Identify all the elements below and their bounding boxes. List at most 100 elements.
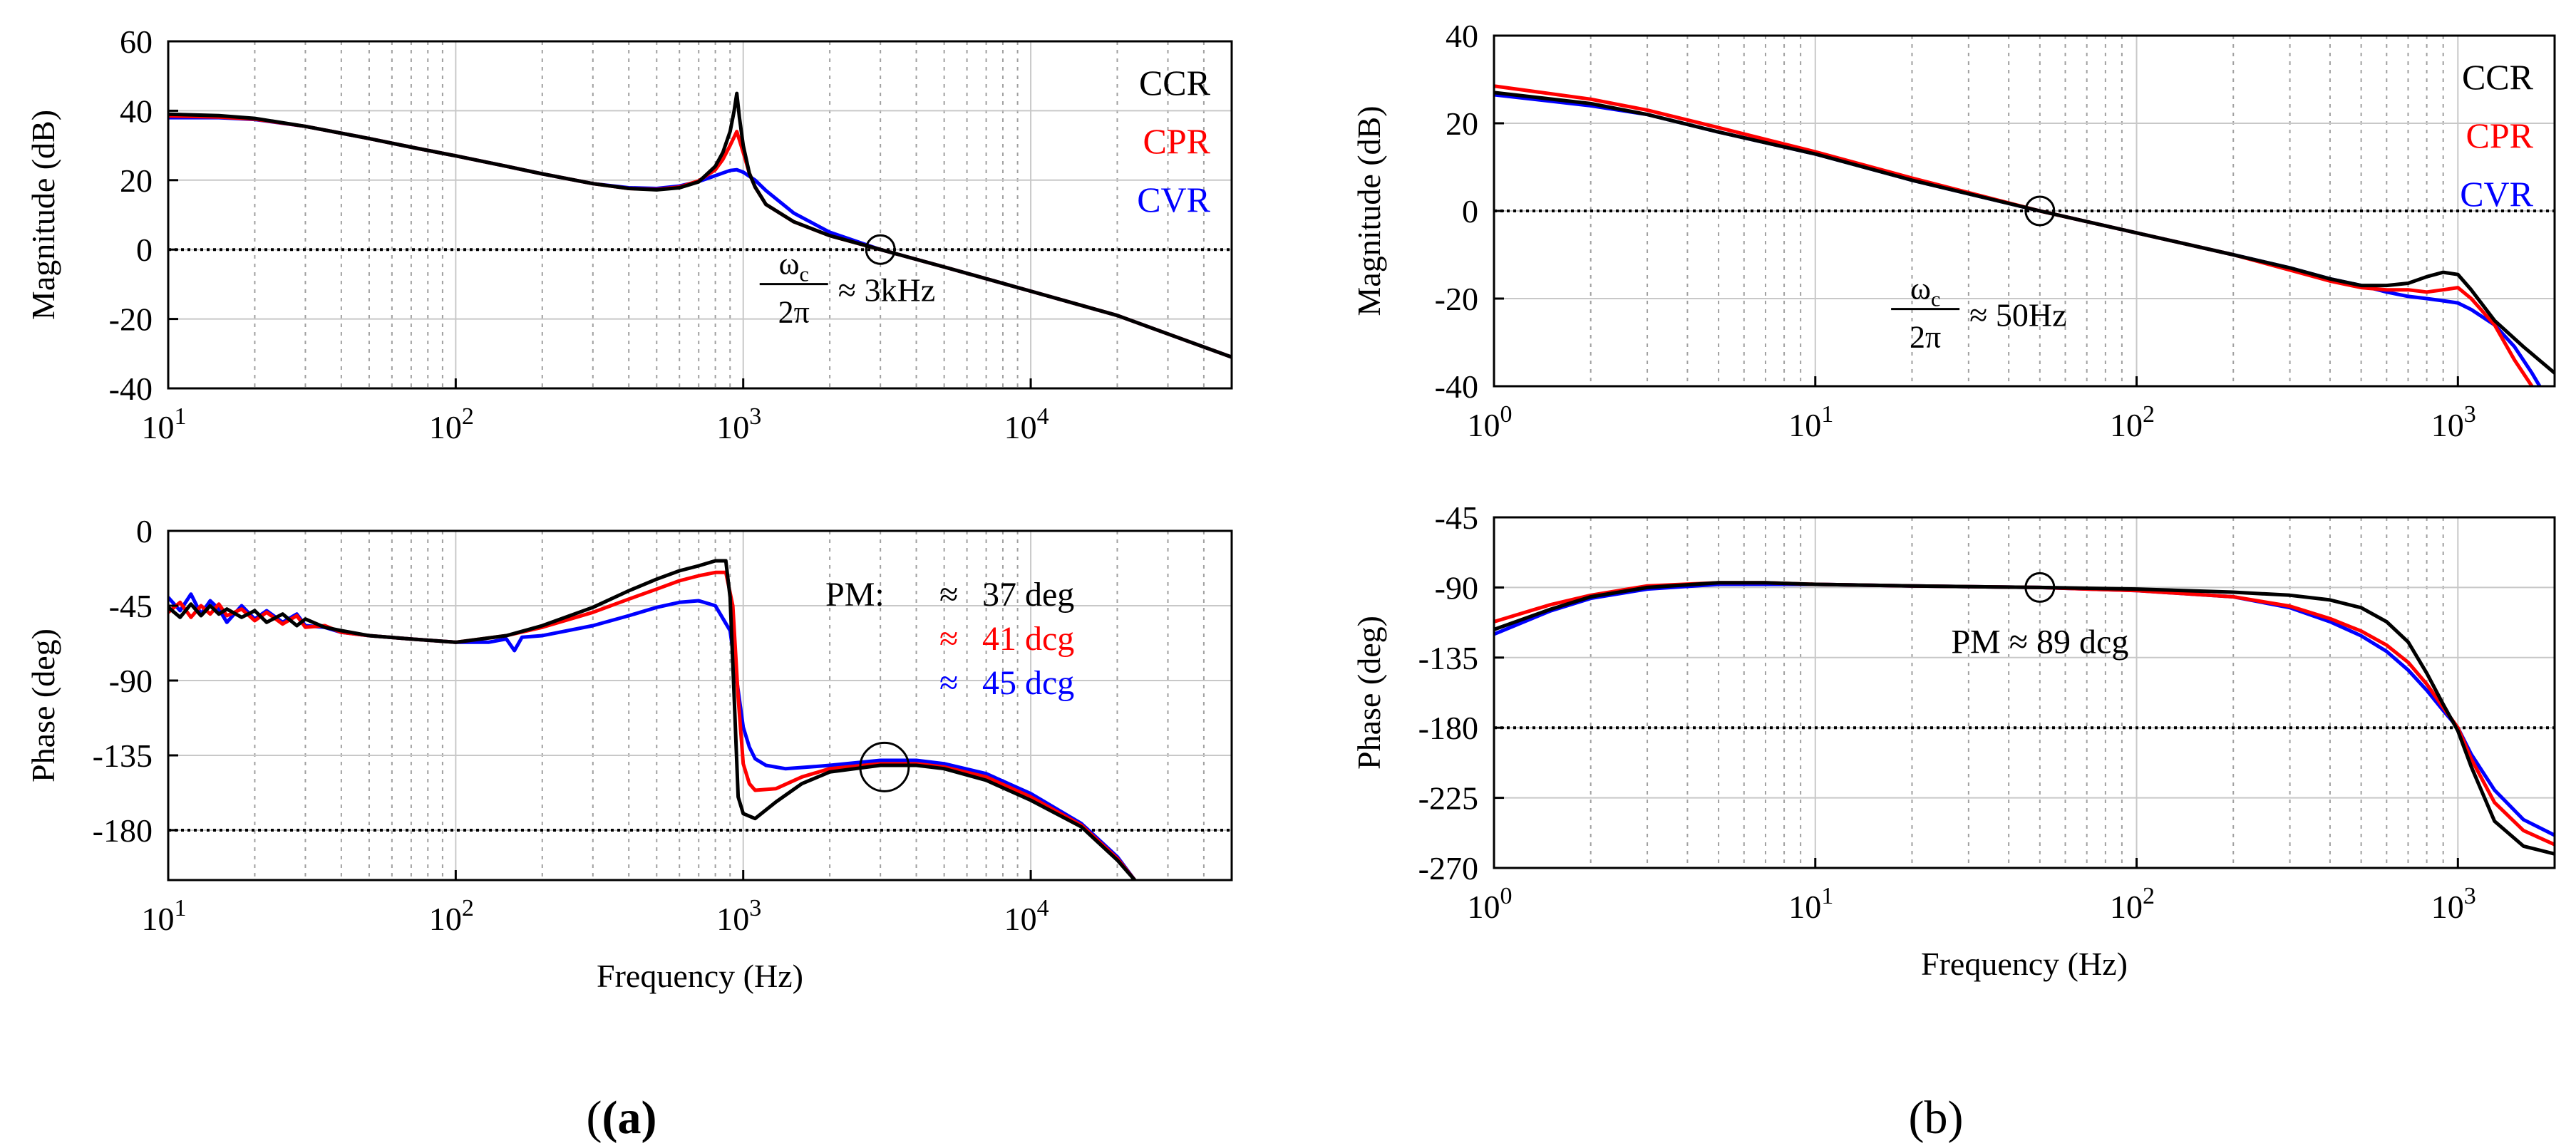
crossover-marker	[2024, 572, 2056, 603]
phase-margin-labels: PM: ≈37 deg ≈ 41 dcg ≈ 45 dcg	[825, 576, 1074, 702]
x-tick-label: 103	[2431, 401, 2476, 443]
crossover-annotation: ωc 2π ≈ 3kHz	[759, 247, 935, 330]
annotation-value: ≈ 50Hz	[1969, 297, 2066, 333]
x-axis-label: Frequency (Hz)	[1921, 946, 2128, 982]
axes-frame	[167, 40, 1233, 390]
grid	[1493, 35, 2555, 387]
pm-value-cpr: 41 dcg	[982, 620, 1074, 658]
series-line-ccr	[168, 559, 1136, 880]
x-tick-label: 101	[142, 403, 187, 445]
crossover-marker	[2024, 195, 2056, 227]
x-tick-label: 100	[1468, 401, 1513, 443]
y-tick-label: -45	[109, 588, 153, 624]
panel-b-label: (b)	[1909, 1092, 1964, 1144]
series-line-cpr	[1494, 581, 2555, 847]
annotation-denominator: 2π	[778, 295, 810, 330]
x-tick-label: 102	[429, 403, 474, 445]
y-tick-label: -90	[1435, 569, 1478, 606]
y-axis-label: Magnitude (dB)	[25, 110, 61, 320]
legend-entry-cpr: CPR	[2466, 115, 2533, 155]
x-tick-label: 100	[1468, 883, 1513, 925]
y-tick-label: -180	[1418, 710, 1478, 746]
y-tick-label: -270	[1418, 850, 1478, 886]
panel-a-letter: (a)	[602, 1092, 657, 1144]
grid	[168, 41, 1232, 389]
y-tick-label: -20	[109, 301, 153, 338]
legend-entry-ccr: CCR	[2462, 57, 2534, 97]
x-tick-label: 101	[1788, 883, 1833, 925]
y-tick-label: -20	[1435, 281, 1478, 317]
series-group	[168, 559, 1137, 880]
series-group	[168, 91, 1232, 359]
y-axis-label: Phase (deg)	[1351, 616, 1387, 770]
x-tick-label: 103	[716, 403, 761, 445]
series-line-cvr	[1494, 93, 2542, 386]
series-line-ccr	[1494, 91, 2555, 375]
axes-frame	[167, 529, 1233, 881]
y-tick-label: -135	[1418, 640, 1478, 676]
plot-b-phase: 100 101 102 103 -45 -90 -135 -180 -225 -270 Phase …	[1351, 500, 2556, 982]
pm-value-ccr: 37 deg	[982, 576, 1074, 614]
x-tick-labels: 100 101 102 103	[1468, 401, 2476, 443]
panel-a-label: ((a)	[587, 1092, 657, 1144]
svg-text:((a): ((a)	[587, 1092, 657, 1144]
x-tick-label: 102	[2110, 401, 2155, 443]
legend-entry-cvr: CVR	[1137, 180, 1210, 219]
annotation-denominator: 2π	[1910, 320, 1941, 355]
series-line-cpr	[1494, 84, 2535, 386]
y-axis-label: Phase (deg)	[25, 629, 61, 782]
annotation-numerator: ωc	[779, 247, 809, 286]
pm-approx-symbol: ≈	[939, 576, 958, 614]
series-group	[1494, 84, 2555, 386]
legend-entry-cvr: CVR	[2460, 174, 2533, 214]
x-tick-label: 104	[1004, 895, 1049, 937]
crossover-marker	[865, 234, 896, 265]
y-tick-label: 40	[120, 93, 153, 129]
x-tick-label: 102	[429, 895, 474, 937]
y-tick-label: -135	[93, 738, 153, 774]
pm-approx-symbol: ≈	[939, 664, 958, 702]
y-tick-label: 0	[1462, 193, 1478, 229]
axes-frame	[1493, 516, 2556, 869]
y-tick-label: 0	[136, 513, 153, 549]
series-line-ccr	[1494, 581, 2555, 856]
pm-text: PM ≈ 89 dcg	[1951, 623, 2128, 661]
y-tick-label: -225	[1418, 780, 1478, 817]
y-tick-label: 20	[1446, 105, 1478, 142]
pm-title: PM:	[825, 576, 885, 614]
series-line-cvr	[168, 115, 1232, 359]
series-line-ccr	[168, 91, 1232, 359]
x-tick-label: 103	[716, 895, 761, 937]
pm-value-cvr: 45 dcg	[982, 664, 1074, 702]
crossover-annotation: ωc 2π ≈ 50Hz	[1891, 272, 2067, 355]
y-tick-label: 40	[1446, 18, 1478, 54]
y-tick-label: 0	[136, 232, 153, 268]
series-line-cpr	[168, 114, 1232, 359]
legend-entry-ccr: CCR	[1139, 63, 1211, 103]
plot-a-phase: 101 102 103 104 0 -45 -90 -135 -180 Phase (deg) Fr…	[25, 513, 1233, 994]
x-tick-label: 104	[1004, 403, 1049, 445]
x-tick-label: 103	[2431, 883, 2476, 925]
y-tick-label: -40	[109, 371, 153, 407]
grid	[1493, 517, 2555, 869]
y-tick-label: -45	[1435, 500, 1478, 536]
series-line-cpr	[168, 570, 1136, 880]
x-tick-labels: 101 102 103 104	[142, 895, 1049, 937]
y-tick-label: -40	[1435, 368, 1478, 405]
crossover-marker	[859, 741, 910, 792]
pm-approx-symbol: ≈	[939, 620, 958, 658]
x-tick-label: 102	[2110, 883, 2155, 925]
plot-b-magnitude: 100 101 102 103 40 20 0 -20 -40 Magnitude (dB) CCR…	[1351, 18, 2556, 443]
series-group	[1494, 581, 2555, 856]
y-tick-label: 60	[120, 24, 153, 60]
x-axis-label: Frequency (Hz)	[597, 958, 803, 994]
y-tick-label: -180	[93, 812, 153, 849]
x-tick-label: 101	[1788, 401, 1833, 443]
annotation-value: ≈ 3kHz	[838, 272, 935, 309]
y-tick-label: -90	[109, 663, 153, 699]
panel-b-letter: (b)	[1909, 1092, 1964, 1144]
annotation-numerator: ωc	[1910, 272, 1940, 311]
y-axis-label: Magnitude (dB)	[1351, 105, 1387, 316]
plot-a-magnitude: 101 102 103 104 60 40 20 0 -20 -40 Magnitude (dB) C…	[25, 24, 1233, 445]
